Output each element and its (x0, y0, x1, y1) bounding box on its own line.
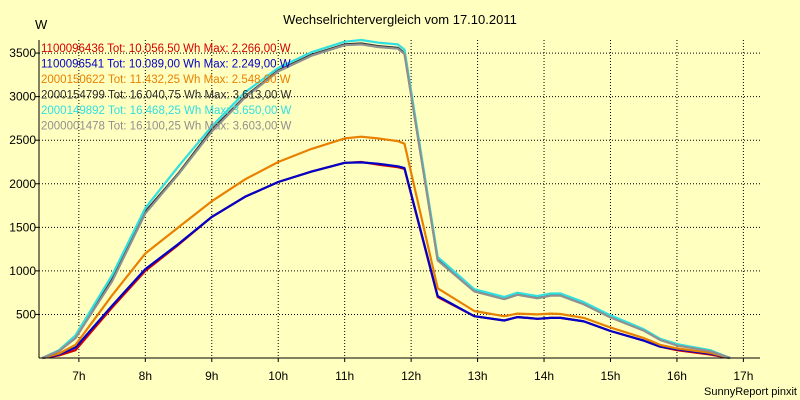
x-tick-label: 10h (268, 369, 288, 383)
x-tick-label: 7h (72, 369, 85, 383)
x-tick-label: 14h (534, 369, 554, 383)
footer-credit: SunnyReport pinxit (704, 386, 797, 398)
x-tick-label: 15h (600, 369, 620, 383)
series-lines (41, 38, 731, 360)
chart-title: Wechselrichtervergleich vom 17.10.2011 (283, 12, 517, 27)
series-line-2000001478 (41, 43, 731, 360)
y-tick-label: 2500 (9, 133, 36, 147)
legend-entry-1100096541: 1100096541 Tot: 10.089,00 Wh Max: 2.249,… (41, 59, 291, 71)
y-axis-ticks: 500 1000 1500 2000 2500 3000 3500 (9, 46, 39, 321)
y-tick-label: 2000 (9, 177, 36, 191)
y-tick-label: 500 (16, 307, 36, 321)
y-axis-unit-label: W (35, 17, 48, 32)
x-tick-label: 12h (401, 369, 421, 383)
legend-entry-2000154799: 2000154799 Tot: 16.040,75 Wh Max: 3.613,… (41, 90, 292, 102)
axes (38, 40, 760, 359)
grid-lines (39, 40, 760, 358)
legend-entry-1100096436: 1100096436 Tot: 10.056,50 Wh Max: 2.266,… (41, 43, 291, 55)
x-tick-label: 11h (335, 369, 354, 383)
y-tick-label: 1000 (9, 264, 36, 278)
series-line-2000150622 (42, 135, 731, 360)
legend-entry-2000001478: 2000001478 Tot: 16.100,25 Wh Max: 3.603,… (41, 121, 292, 133)
series-line-1100096541 (42, 161, 731, 360)
legend-entry-2000149892: 2000149892 Tot: 16.468,25 Wh Max: 3.650,… (41, 105, 292, 117)
x-tick-label: 9h (205, 369, 218, 383)
y-tick-label: 3000 (9, 90, 36, 104)
x-axis-ticks: 7h 8h 9h 10h 11h 12h 13h 14h 15h 16h 17h (72, 358, 753, 383)
x-tick-label: 17h (733, 369, 753, 383)
x-tick-label: 13h (468, 369, 488, 383)
legend: 1100096436 Tot: 10.056,50 Wh Max: 2.266,… (41, 43, 292, 133)
x-tick-label: 16h (667, 369, 687, 383)
y-tick-label: 3500 (9, 46, 36, 60)
x-tick-label: 8h (139, 369, 152, 383)
legend-entry-2000150622: 2000150622 Tot: 11.432,25 Wh Max: 2.548,… (41, 74, 291, 86)
y-tick-label: 1500 (9, 220, 36, 234)
